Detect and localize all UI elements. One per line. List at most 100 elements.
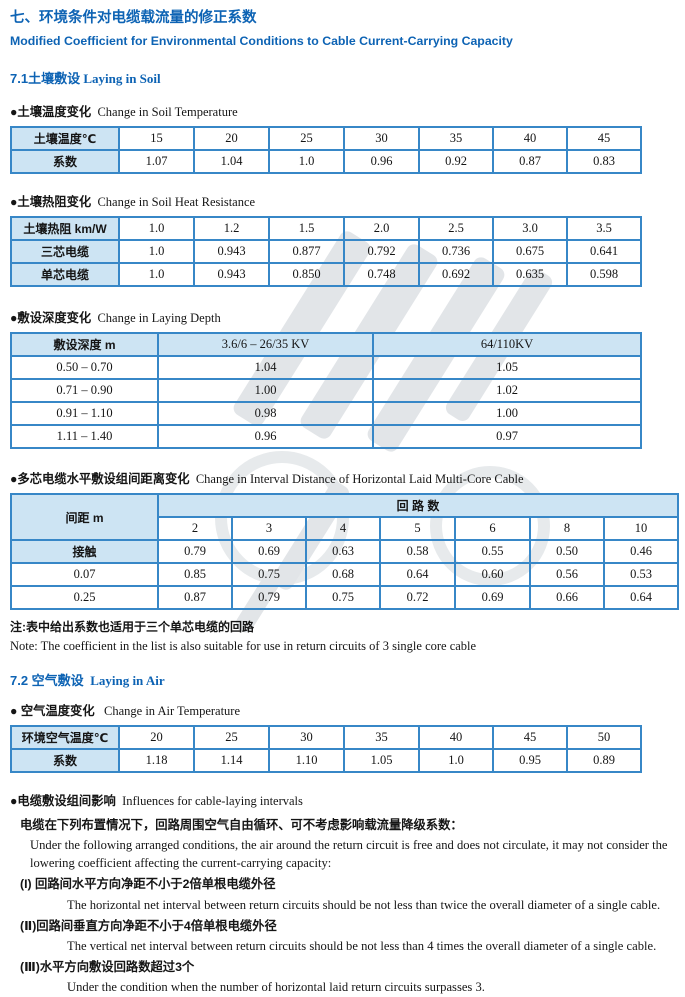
table-cell: 1.2 xyxy=(193,216,270,241)
table-cell: 0.68 xyxy=(305,562,381,587)
paragraph-line: Under the condition when the number of h… xyxy=(67,980,485,995)
interval-distance-heading-en: Change in Interval Distance of Horizonta… xyxy=(195,472,524,486)
table-cell: 0.83 xyxy=(566,149,642,174)
section-7-2-heading-cn: 7.2 空气敷设 xyxy=(10,673,84,688)
paragraph-line: 电缆在下列布置情况下，回路周围空气自由循环、可不考虑影响载流量降级系数： xyxy=(20,818,463,832)
table-cell: 0.87 xyxy=(492,149,568,174)
laying-intervals-heading-cn: ●电缆敷设组间影响 xyxy=(10,794,116,808)
air-temperature-table: 环境空气温度℃ 20 25 30 35 40 45 50 系数 1.18 1.14 1.10 1.05 1… xyxy=(10,725,642,773)
table-cell: 0.850 xyxy=(268,262,345,287)
page-title-en: Modified Coefficient for Environmental C… xyxy=(10,34,513,48)
table-cell: 间距 m xyxy=(10,493,159,541)
laying-depth-table: 敷设深度 m 3.6/6 – 26/35 KV 64/110KV 0.50 – 0.7… xyxy=(10,332,642,449)
paragraph-line: The horizontal net interval between retu… xyxy=(67,897,661,912)
table-cell: 0.71 – 0.90 xyxy=(10,378,159,403)
laying-depth-heading-en: Change in Laying Depth xyxy=(97,311,221,325)
table-cell: 20 xyxy=(193,126,270,151)
table-cell: 20 xyxy=(118,725,195,750)
table-cell: 1.0 xyxy=(118,262,195,287)
table-cell: 0.75 xyxy=(305,585,381,610)
table-cell: 0.46 xyxy=(603,539,679,564)
heat-resistance-heading-cn: ●土壤热阻变化 xyxy=(10,195,92,209)
table-cell: 0.96 xyxy=(157,424,374,449)
table-cell: 5 xyxy=(379,516,456,541)
paragraph-line: Under the following arranged conditions,… xyxy=(30,838,668,871)
table-cell: 土壤热阻 km/W xyxy=(10,216,120,241)
table-cell: 0.69 xyxy=(454,585,531,610)
table-cell: 1.14 xyxy=(193,748,270,773)
laying-depth-heading: ●敷设深度变化 Change in Laying Depth xyxy=(10,308,685,326)
table-cell: 0.79 xyxy=(231,585,307,610)
laying-depth-heading-cn: ●敷设深度变化 xyxy=(10,311,92,325)
table-cell: 1.05 xyxy=(372,355,642,380)
table-cell: 50 xyxy=(566,725,642,750)
table-cell: 0.56 xyxy=(529,562,605,587)
table-cell: 2.5 xyxy=(418,216,494,241)
section-7-2-heading: 7.2 空气敷设 Laying in Air xyxy=(10,670,685,689)
table-cell: 0.55 xyxy=(454,539,531,564)
table-cell: 0.598 xyxy=(566,262,642,287)
table-cell: 1.0 xyxy=(418,748,494,773)
table-cell: 25 xyxy=(193,725,270,750)
table-cell: 0.97 xyxy=(372,424,642,449)
paragraph-line: The vertical net interval between return… xyxy=(67,938,657,953)
table-cell: 0.85 xyxy=(157,562,233,587)
table-cell: 6 xyxy=(454,516,531,541)
paragraph-line: (Ⅱ)回路间垂直方向净距不小于4倍单根电缆外径 xyxy=(20,918,277,933)
air-temp-heading-en: Change in Air Temperature xyxy=(104,704,241,718)
table-cell: 30 xyxy=(343,126,420,151)
table-cell: 0.60 xyxy=(454,562,531,587)
soil-temp-heading: ●土壤温度变化 Change in Soil Temperature xyxy=(10,102,685,120)
table-cell: 0.641 xyxy=(566,239,642,264)
table-cell: 系数 xyxy=(10,748,120,773)
paragraph-line: (Ⅲ)水平方向敷设回路数超过3个 xyxy=(20,959,195,974)
table-cell: 1.10 xyxy=(268,748,345,773)
laying-intervals-heading-en: Influences for cable-laying intervals xyxy=(122,794,303,808)
table-cell: 3.0 xyxy=(492,216,568,241)
table-cell: 回 路 数 xyxy=(157,493,679,518)
table-cell: 0.95 xyxy=(492,748,568,773)
table-cell: 0.748 xyxy=(343,262,420,287)
soil-temperature-table: 土壤温度℃ 15 20 25 30 35 40 45 系数 1.07 1.04 1.0 0.96 0.92… xyxy=(10,126,642,174)
table-cell: 0.64 xyxy=(379,562,456,587)
table-cell: 8 xyxy=(529,516,605,541)
table-cell: 三芯电缆 xyxy=(10,239,120,264)
table-cell: 1.00 xyxy=(157,378,374,403)
table-cell: 系数 xyxy=(10,149,120,174)
section-7-1-heading-en: Laying in Soil xyxy=(83,71,161,86)
heat-resistance-heading: ●土壤热阻变化 Change in Soil Heat Resistance xyxy=(10,192,685,210)
table-cell: 1.05 xyxy=(343,748,420,773)
table-cell: 0.69 xyxy=(231,539,307,564)
table-cell: 40 xyxy=(492,126,568,151)
paragraph-line: (I) 回路间水平方向净距不小于2倍单根电缆外径 xyxy=(20,877,276,892)
table-cell: 64/110KV xyxy=(372,332,642,357)
note-en: Note: The coefficient in the list is als… xyxy=(10,639,477,653)
table-cell: 3 xyxy=(231,516,307,541)
table-cell: 25 xyxy=(268,126,345,151)
table-cell: 1.07 xyxy=(118,149,195,174)
table-cell: 3.6/6 – 26/35 KV xyxy=(157,332,374,357)
table-cell: 单芯电缆 xyxy=(10,262,120,287)
section-7-1-heading-cn: 7.1土壤敷设 xyxy=(10,71,81,86)
table-cell: 0.736 xyxy=(418,239,494,264)
table-cell: 1.00 xyxy=(372,401,642,426)
table-cell: 0.675 xyxy=(492,239,568,264)
table-cell: 0.75 xyxy=(231,562,307,587)
table-cell: 15 xyxy=(118,126,195,151)
table-cell: 0.50 xyxy=(529,539,605,564)
table-cell: 0.64 xyxy=(603,585,679,610)
table-cell: 土壤温度℃ xyxy=(10,126,120,151)
section-7-1-heading: 7.1土壤敷设 Laying in Soil xyxy=(10,68,685,87)
air-temp-heading-cn: ● 空气温度变化 xyxy=(10,704,95,718)
note-cn: 注:表中给出系数也适用于三个单芯电缆的回路 xyxy=(10,620,254,634)
table-cell: 环境空气温度℃ xyxy=(10,725,120,750)
table-cell: 3.5 xyxy=(566,216,642,241)
table-cell: 40 xyxy=(418,725,494,750)
table-cell: 35 xyxy=(418,126,494,151)
table-cell: 0.92 xyxy=(418,149,494,174)
table-cell: 0.635 xyxy=(492,262,568,287)
table-cell: 0.63 xyxy=(305,539,381,564)
table-cell: 0.79 xyxy=(157,539,233,564)
table-cell: 0.792 xyxy=(343,239,420,264)
